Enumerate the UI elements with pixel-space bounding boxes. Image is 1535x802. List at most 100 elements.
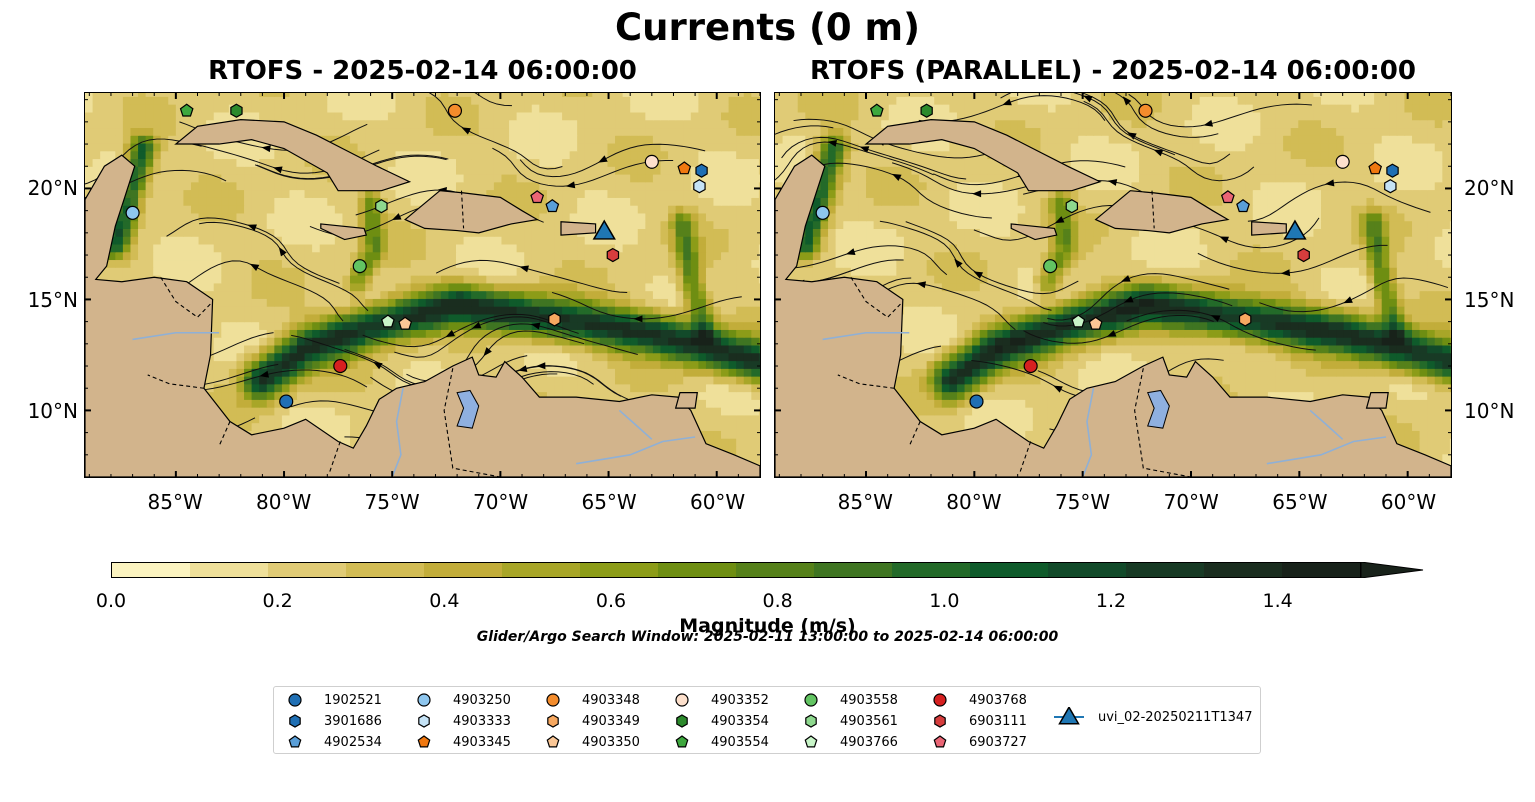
speed-cell: [221, 205, 230, 214]
speed-cell: [683, 135, 692, 144]
speed-cell: [675, 212, 684, 222]
speed-cell: [145, 259, 154, 268]
speed-cell: [509, 189, 518, 198]
speed-cell: [728, 337, 737, 346]
speed-cell: [153, 243, 162, 253]
speed-cell: [448, 360, 457, 369]
speed-cell: [138, 96, 147, 105]
speed-cell: [433, 150, 442, 160]
speed-cell: [138, 173, 147, 183]
speed-cell: [153, 104, 162, 113]
speed-cell: [213, 321, 222, 330]
speed-cell: [213, 220, 222, 229]
speed-cell: [251, 290, 260, 299]
speed-cell: [403, 173, 412, 183]
speed-cell: [213, 313, 222, 323]
speed-cell: [592, 127, 601, 136]
speed-cell: [221, 321, 230, 330]
speed-cell: [130, 104, 139, 113]
speed-cell: [758, 181, 760, 191]
speed-cell: [448, 150, 457, 160]
speed-cell: [403, 236, 412, 245]
speed-cell: [342, 383, 351, 393]
speed-cell: [599, 321, 609, 330]
speed-cell: [236, 197, 245, 206]
speed-cell: [425, 119, 434, 129]
speed-cell: [1412, 445, 1421, 455]
speed-cell: [524, 298, 533, 307]
speed-cell: [198, 119, 207, 129]
speed-cell: [531, 135, 540, 144]
speed-cell: [690, 111, 699, 121]
speed-cell: [425, 298, 434, 307]
speed-cell: [615, 127, 624, 136]
speed-cell: [221, 259, 230, 268]
speed-cell: [365, 306, 374, 315]
speed-cell: [138, 251, 147, 261]
speed-cell: [228, 111, 238, 121]
speed-cell: [599, 344, 609, 354]
speed-cell: [221, 111, 230, 121]
speed-cell: [183, 173, 192, 183]
speed-cell: [705, 228, 715, 237]
speed-cell: [456, 142, 465, 152]
speed-cell: [713, 399, 722, 408]
speed-cell: [721, 181, 730, 191]
speed-cell: [244, 93, 253, 97]
speed-cell: [403, 166, 412, 175]
speed-cell: [327, 119, 336, 129]
speed-cell: [569, 321, 578, 330]
speed-cell: [584, 205, 593, 214]
speed-cell: [440, 337, 450, 346]
speed-cell: [251, 267, 260, 276]
speed-cell: [637, 189, 646, 198]
speed-cell: [758, 376, 760, 385]
speed-cell: [478, 337, 487, 346]
speed-cell: [433, 135, 442, 144]
speed-cell: [630, 173, 639, 183]
speed-cell: [380, 298, 389, 307]
speed-cell: [539, 150, 548, 160]
speed-cell: [721, 267, 730, 276]
speed-cell: [319, 119, 328, 129]
speed-cell: [478, 181, 487, 191]
speed-cell: [289, 414, 298, 424]
speed-cell: [509, 96, 518, 105]
speed-cell: [244, 306, 253, 315]
speed-cell: [577, 189, 586, 198]
speed-cell: [743, 275, 752, 284]
speed-cell: [569, 391, 578, 400]
speed-cell: [569, 275, 578, 284]
speed-cell: [350, 142, 359, 152]
speed-cell: [637, 197, 646, 206]
speed-cell: [433, 111, 442, 121]
speed-cell: [493, 93, 503, 97]
speed-cell: [539, 329, 548, 338]
speed-cell: [736, 111, 745, 121]
speed-cell: [168, 96, 177, 105]
speed-cell: [615, 220, 624, 229]
speed-cell: [660, 173, 669, 183]
speed-cell: [190, 93, 200, 97]
speed-cell: [509, 337, 518, 346]
speed-cell: [584, 368, 593, 377]
speed-cell: [562, 259, 571, 268]
speed-cell: [319, 243, 328, 253]
speed-cell: [228, 360, 238, 369]
speed-cell: [312, 220, 321, 229]
speed-cell: [493, 337, 503, 346]
speed-cell: [365, 228, 374, 237]
speed-cell: [509, 352, 518, 362]
speed-cell: [736, 181, 745, 191]
speed-cell: [168, 104, 177, 113]
speed-cell: [478, 360, 487, 369]
speed-cell: [92, 111, 101, 121]
speed-cell: [115, 243, 124, 253]
speed-cell: [630, 376, 639, 385]
speed-cell: [690, 173, 699, 183]
speed-cell: [403, 329, 412, 338]
speed-cell: [713, 142, 722, 152]
speed-cell: [751, 197, 760, 206]
speed-cell: [130, 228, 139, 237]
speed-cell: [509, 220, 518, 229]
